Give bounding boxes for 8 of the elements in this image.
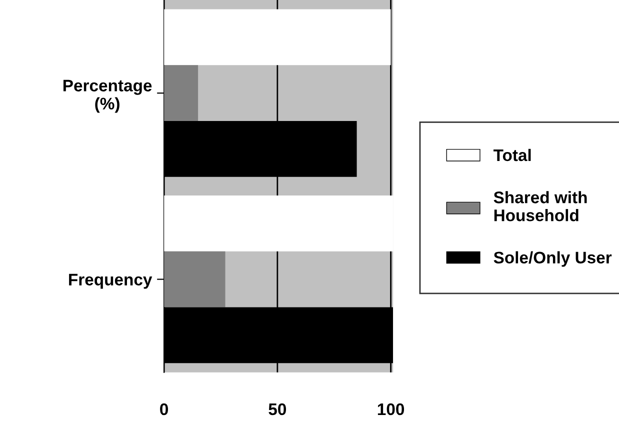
x-tick-label: 50 xyxy=(268,403,286,416)
y-tick-label: Frequency xyxy=(69,274,152,289)
y-tick-label: Percentage (%) xyxy=(63,80,152,113)
x-tick-label: 0 xyxy=(160,403,168,416)
legend-label: Shared with Household xyxy=(494,191,587,222)
legend-label: Total xyxy=(493,148,531,162)
x-tick-label: 100 xyxy=(378,403,404,416)
legend-label: Sole/Only User xyxy=(494,251,612,267)
